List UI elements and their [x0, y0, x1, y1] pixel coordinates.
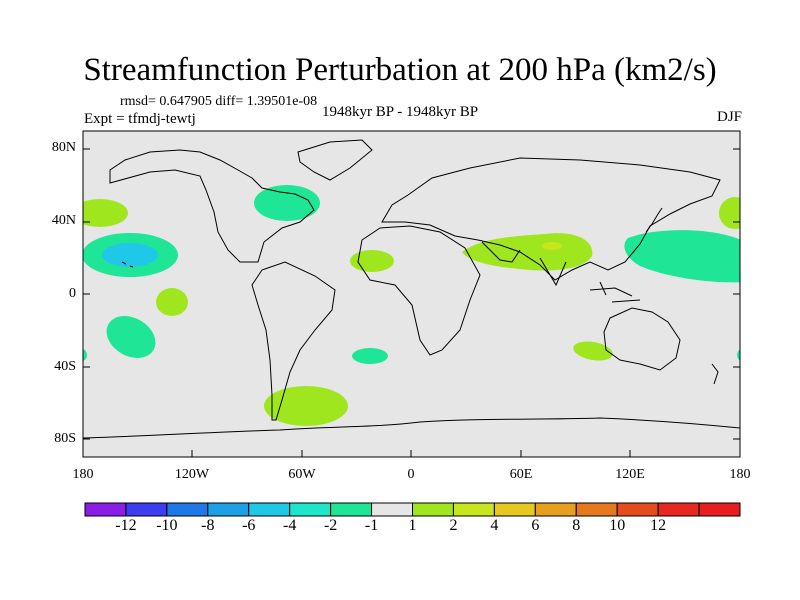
experiment-label: Expt = tfmdj-tewtj — [84, 111, 196, 127]
lon-label-60w: 60W — [288, 467, 316, 482]
lat-label-80s: 80S — [54, 431, 76, 446]
colorbar-label: -8 — [201, 517, 215, 534]
colorbar-label: -12 — [115, 517, 137, 534]
colorbar-swatch — [493, 502, 536, 517]
lon-label-180e: 180 — [729, 467, 751, 482]
colorbar-label: -1 — [364, 517, 379, 534]
lon-label-120e: 120E — [615, 467, 645, 482]
colorbar-swatch — [698, 502, 741, 517]
lon-label-0: 0 — [407, 467, 415, 482]
season-label: DJF — [716, 109, 742, 125]
colorbar-swatch — [616, 502, 659, 517]
colorbar-swatch — [207, 502, 250, 517]
colorbar-label: -10 — [156, 517, 178, 534]
colorbar — [84, 502, 741, 517]
colorbar-label: 10 — [609, 517, 626, 534]
coastlines — [83, 139, 740, 439]
colorbar-swatch — [412, 502, 454, 517]
anomaly-asia — [462, 233, 593, 271]
lon-label-60e: 60E — [509, 467, 533, 482]
stats-label: rmsd= 0.647905 diff= 1.39501e-08 — [120, 94, 318, 109]
anomaly-southern-ocean — [264, 386, 348, 426]
anomaly-edge-right — [737, 349, 740, 361]
anomaly-north-atlantic — [254, 185, 320, 221]
anomaly-south-indian — [573, 341, 613, 361]
colorbar-swatch — [575, 502, 618, 517]
colorbar-swatch — [452, 502, 495, 517]
south-asia-coast — [481, 241, 567, 287]
colorbar-label: 8 — [572, 517, 581, 534]
anomaly-layer — [83, 185, 740, 426]
lat-ticks — [83, 148, 740, 440]
south-america-coast — [251, 261, 336, 421]
lon-label-120w: 120W — [174, 467, 210, 482]
eurasia-coast — [381, 157, 721, 281]
colorbar-label: 12 — [650, 517, 667, 534]
colorbar-swatch — [125, 502, 168, 517]
australia-coast — [603, 307, 681, 371]
colorbar-swatch — [248, 502, 291, 517]
antarctica-coast — [83, 417, 740, 439]
period-label: 1948kyr BP - 1948kyr BP — [322, 104, 479, 120]
lon-label-180w: 180 — [72, 467, 94, 482]
anomaly-south-atlantic — [352, 348, 388, 364]
anomaly-north-pacific-core — [102, 243, 158, 267]
colorbar-swatch — [166, 502, 209, 517]
hawaii-coast — [121, 261, 134, 268]
anomaly-west-africa — [350, 250, 394, 272]
colorbar-label: 1 — [408, 517, 417, 534]
colorbar-label: -4 — [283, 517, 297, 534]
colorbar-swatch — [534, 502, 577, 517]
colorbar-swatch — [289, 502, 332, 517]
anomaly-far-east — [719, 197, 740, 229]
colorbar-label: 4 — [490, 517, 499, 534]
lat-label-80n: 80N — [51, 140, 76, 155]
map-background — [83, 131, 740, 457]
lon-ticks — [82, 450, 741, 457]
anomaly-west-pacific — [624, 230, 740, 283]
greenland-coast — [297, 139, 373, 181]
lat-label-0: 0 — [69, 286, 76, 301]
colorbar-label: -2 — [323, 517, 338, 534]
lat-label-40n: 40N — [51, 213, 76, 228]
japan-coast — [645, 207, 663, 233]
indonesia-coast — [589, 281, 641, 303]
colorbar-label: -6 — [242, 517, 256, 534]
colorbar-label: 2 — [449, 517, 458, 534]
colorbar-swatch — [657, 502, 700, 517]
colorbar-swatch — [330, 502, 373, 517]
colorbar-label: 6 — [531, 517, 540, 534]
lat-label-40s: 40S — [54, 359, 76, 374]
anomaly-north-pacific-west — [83, 199, 128, 227]
colorbar-swatch — [371, 502, 413, 517]
anomaly-edge-left — [83, 349, 87, 361]
anomaly-east-pacific — [156, 288, 188, 316]
new-zealand-coast — [711, 363, 719, 385]
anomaly-asia-core — [542, 242, 562, 250]
north-america-coast — [109, 149, 315, 263]
africa-coast — [357, 225, 481, 356]
chart-title: Streamfunction Perturbation at 200 hPa (… — [83, 52, 717, 88]
anomaly-south-pacific — [106, 316, 156, 358]
colorbar-swatch — [84, 502, 127, 517]
